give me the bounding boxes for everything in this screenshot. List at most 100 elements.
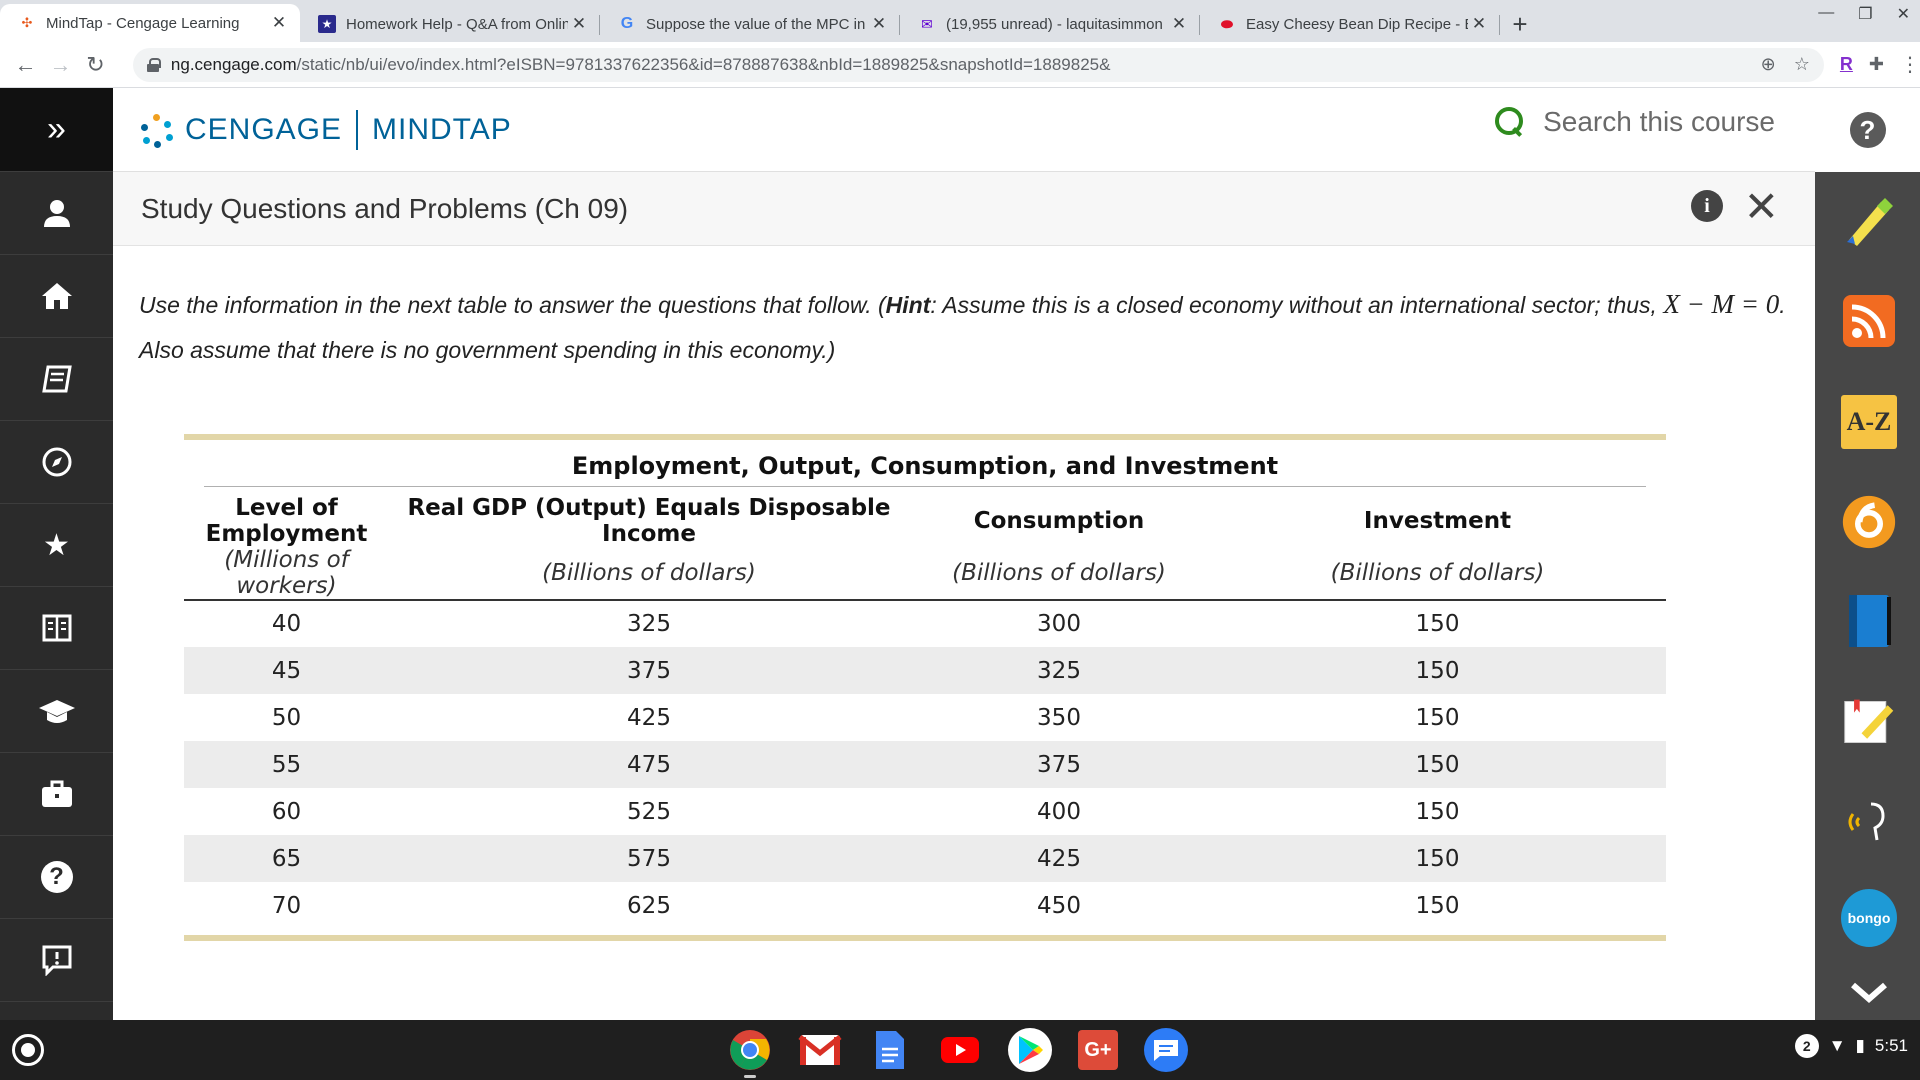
left-sidebar: » ★ ? [0, 88, 113, 1020]
cell-employment: 55 [184, 741, 389, 788]
cell-real-gdp: 425 [627, 704, 671, 731]
bongo-icon[interactable]: bongo [1841, 889, 1897, 947]
az-label: A-Z [1841, 395, 1897, 449]
ebook-icon[interactable] [1841, 593, 1897, 649]
search-icon[interactable] [1495, 107, 1525, 137]
omnibox[interactable]: ng.cengage.com/static/nb/ui/evo/index.ht… [132, 47, 1824, 82]
minimize-icon[interactable]: — [1818, 4, 1835, 21]
notebook-icon[interactable] [0, 338, 113, 421]
notification-count[interactable]: 2 [1794, 1034, 1819, 1058]
cell-investment: 150 [1209, 647, 1666, 694]
clock[interactable]: 5:51 [1874, 1036, 1908, 1055]
help-button[interactable]: ? [1815, 88, 1920, 172]
messages-app-icon[interactable] [1144, 1028, 1188, 1072]
caption-divider [204, 486, 1646, 487]
expand-sidebar-icon[interactable]: » [0, 88, 113, 172]
close-tab-icon[interactable]: ✕ [571, 14, 587, 33]
cell-consumption: 450 [1037, 892, 1081, 919]
help-circle-icon[interactable]: ? [0, 836, 113, 919]
reload-icon[interactable]: ↻ [86, 51, 105, 77]
table-row: 40 325 300 150 [184, 600, 1666, 647]
cell-investment: 150 [1209, 835, 1666, 882]
gmail-app-icon[interactable] [798, 1028, 842, 1072]
cell-real-gdp: 575 [389, 835, 909, 882]
cell-investment: 150 [1209, 741, 1666, 788]
tab-homework-help[interactable]: ★ Homework Help - Q&A from Onlin ✕ [300, 6, 600, 42]
cell-consumption: 400 [1037, 798, 1081, 825]
info-icon[interactable]: i [1691, 190, 1723, 222]
activity-title: Study Questions and Problems (Ch 09) [141, 192, 629, 224]
shelf-apps: G+ [728, 1028, 1188, 1078]
close-tab-icon[interactable]: ✕ [1171, 14, 1187, 33]
course-search[interactable]: Search this course [1495, 106, 1775, 138]
launcher-icon[interactable] [12, 1034, 44, 1066]
extensions-puzzle-icon[interactable]: ✚ [1868, 54, 1884, 74]
tab-separator [1499, 15, 1500, 35]
tab-title: Homework Help - Q&A from Onlin [346, 15, 568, 33]
os-shelf: G+ 2 ▼ ▮ 5:51 [0, 1020, 1920, 1080]
restore-icon[interactable]: ❐ [1858, 6, 1873, 23]
glossary-az-icon[interactable]: A-Z [1841, 394, 1897, 450]
cengage-six-icon[interactable] [1841, 494, 1897, 550]
star-icon[interactable]: ★ [0, 504, 113, 587]
browser-menu-icon[interactable]: ⋮ [1900, 54, 1920, 76]
question-part-2: : Assume this is a closed economy withou… [930, 292, 1664, 318]
cell-real-gdp: 375 [389, 647, 909, 694]
col-unit-employment: (Millions of workers) [184, 547, 389, 601]
new-tab-button[interactable]: + [1512, 8, 1528, 39]
tab-separator [1199, 15, 1200, 35]
book-open-icon[interactable] [0, 587, 113, 670]
search-placeholder[interactable]: Search this course [1543, 106, 1775, 137]
cengage-mindtap-logo[interactable]: CENGAGE MINDTAP [139, 109, 512, 150]
brand-mindtap: MINDTAP [372, 112, 512, 146]
table-row: 65 575 425 150 [184, 835, 1666, 882]
status-tray[interactable]: 2 ▼ ▮ 5:51 [1794, 1034, 1908, 1058]
cengage-favicon-icon: ✣ [21, 15, 33, 30]
cell-employment: 65 [184, 835, 389, 882]
battery-icon: ▮ [1855, 1036, 1865, 1055]
docs-app-icon[interactable] [868, 1028, 912, 1072]
read-speaker-icon[interactable] [1841, 794, 1897, 850]
play-store-app-icon[interactable] [1008, 1028, 1052, 1072]
back-arrow-icon[interactable]: ← [14, 51, 37, 77]
briefcase-icon[interactable] [0, 753, 113, 836]
address-bar: ← → ↻ ng.cengage.com/static/nb/ui/evo/in… [0, 42, 1920, 88]
tab-mindtap[interactable]: ✣ MindTap - Cengage Learning ✕ [0, 4, 300, 42]
graduation-cap-icon[interactable] [0, 670, 113, 753]
cell-employment: 70 [271, 892, 302, 919]
tab-mail[interactable]: ✉ (19,955 unread) - laquitasimmon ✕ [900, 6, 1200, 42]
tab-google-search[interactable]: G Suppose the value of the MPC in ✕ [600, 6, 900, 42]
url-text[interactable]: ng.cengage.com/static/nb/ui/evo/index.ht… [171, 55, 1743, 75]
lock-icon [146, 57, 161, 72]
youtube-app-icon[interactable] [938, 1028, 982, 1072]
home-icon[interactable] [0, 255, 113, 338]
forward-arrow-icon[interactable]: → [49, 51, 72, 77]
cell-consumption: 300 [1037, 611, 1081, 637]
profile-icon[interactable] [0, 172, 113, 255]
google-plus-app-icon[interactable]: G+ [1078, 1030, 1118, 1070]
close-window-icon[interactable]: ✕ [1896, 6, 1910, 23]
tab-recipe[interactable]: ⬬ Easy Cheesy Bean Dip Recipe - B ✕ [1200, 6, 1500, 42]
tab-title: (19,955 unread) - laquitasimmon [946, 15, 1163, 33]
bookmark-star-icon[interactable]: ☆ [1793, 54, 1810, 74]
extension-r-icon[interactable]: R [1839, 54, 1853, 74]
help-icon: ? [1849, 112, 1886, 148]
cell-consumption: 375 [909, 741, 1209, 788]
highlighter-pencil-icon[interactable] [1841, 192, 1897, 248]
tab-title: Suppose the value of the MPC in [646, 15, 866, 33]
compass-icon[interactable] [0, 421, 113, 504]
feedback-icon[interactable] [0, 919, 113, 1002]
cell-real-gdp: 325 [627, 611, 671, 637]
cell-consumption: 425 [909, 835, 1209, 882]
notes-icon[interactable] [1841, 694, 1897, 750]
close-tab-icon[interactable]: ✕ [871, 14, 887, 33]
chevron-down-icon[interactable] [1841, 968, 1897, 1018]
zoom-icon[interactable]: ⊕ [1760, 54, 1776, 74]
close-tab-icon[interactable]: ✕ [271, 13, 287, 32]
close-tab-icon[interactable]: ✕ [1471, 14, 1487, 33]
cell-employment: 60 [271, 798, 302, 825]
close-icon[interactable]: ✕ [1743, 183, 1779, 230]
cell-investment: 150 [1415, 704, 1460, 731]
chrome-app-icon[interactable] [728, 1028, 772, 1078]
rss-feed-icon[interactable] [1841, 293, 1897, 349]
